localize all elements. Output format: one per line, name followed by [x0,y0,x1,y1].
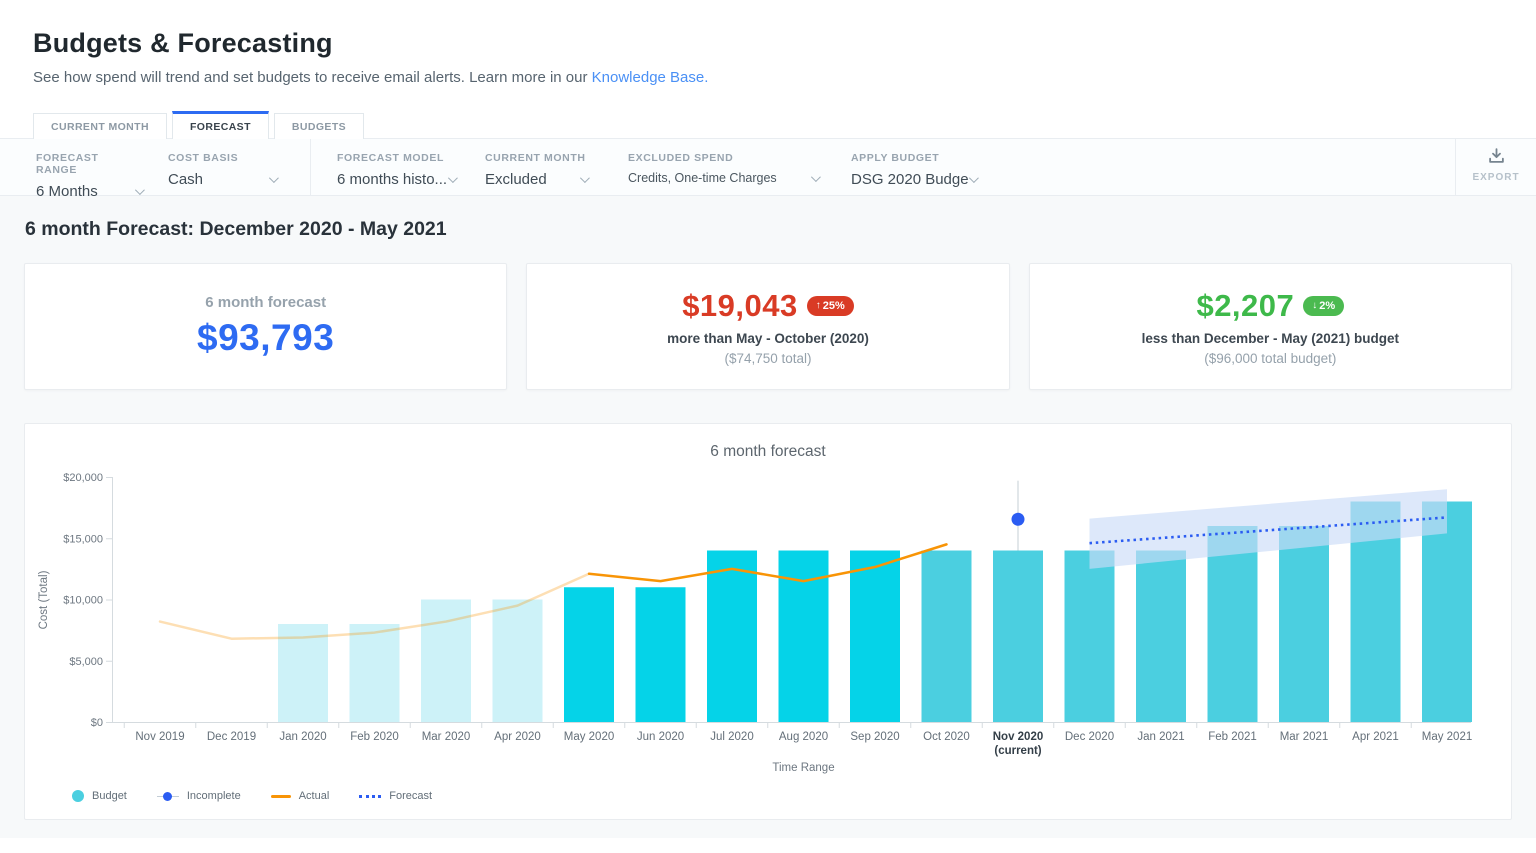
tab-current-month[interactable]: CURRENT MONTH [33,113,167,139]
filter-value: Excluded [485,171,547,188]
forecast-legend-marker [359,794,382,798]
vs-budget-card: $2,207 ↓ 2% less than December - May (202… [1028,263,1512,390]
chevron-down-icon [810,171,821,182]
svg-text:Mar 2020: Mar 2020 [422,731,471,743]
chevron-down-icon [968,173,979,184]
svg-text:(current): (current) [994,745,1041,757]
svg-text:Aug 2020: Aug 2020 [779,731,828,743]
card-description: less than December - May (2021) budget [1141,330,1399,346]
tab-budgets[interactable]: BUDGETS [273,113,365,139]
chevron-down-icon [447,173,458,184]
filter-forecast-model[interactable]: FORECAST MODEL 6 months histo... [337,139,458,188]
svg-text:Jun 2020: Jun 2020 [637,731,684,743]
svg-text:$15,000: $15,000 [63,533,103,545]
filter-value: 6 Months [36,183,98,200]
svg-text:Apr 2021: Apr 2021 [1352,731,1399,743]
svg-text:Dec 2019: Dec 2019 [207,731,256,743]
chevron-down-icon [268,173,279,184]
export-button[interactable]: EXPORT [1470,148,1522,183]
filter-value: Cash [168,171,204,188]
legend-item-actual[interactable]: Actual [270,790,329,802]
page-title: Budgets & Forecasting [33,28,333,58]
chart-legend: Budget Incomplete Actual Forecast [72,790,432,802]
svg-text:Feb 2021: Feb 2021 [1208,731,1257,743]
forecast-chart-panel: 6 month forecast $0 $5,000 $10,000 $15,000 $… [24,423,1512,820]
svg-text:May 2020: May 2020 [564,731,615,743]
chevron-down-icon [134,185,145,196]
arrow-down-icon: ↓ [1312,300,1318,311]
legend-item-forecast[interactable]: Forecast [359,790,432,802]
filter-label: EXCLUDED SPEND [628,152,734,164]
toolbar-divider [1455,139,1456,195]
delta-value: $19,043 [682,287,798,323]
svg-text:Time Range: Time Range [772,762,834,774]
legend-item-budget[interactable]: Budget [72,790,127,802]
svg-text:Nov 2020: Nov 2020 [993,731,1044,743]
incomplete-legend-marker [156,791,179,801]
card-label: 6 month forecast [205,294,327,311]
download-icon [1488,148,1504,163]
filter-excluded-spend[interactable]: EXCLUDED SPEND Credits, One-time Charges [628,139,821,185]
page-header: Budgets & Forecasting See how spend will… [33,28,708,86]
actual-legend-marker [270,794,291,798]
svg-text:Feb 2020: Feb 2020 [350,731,399,743]
svg-text:Nov 2019: Nov 2019 [135,731,184,743]
filter-toolbar: FORECAST RANGE 6 Months COST BASIS Cash … [0,138,1536,200]
filter-label: FORECAST MODEL [337,152,444,164]
tab-forecast[interactable]: FORECAST [171,111,269,139]
knowledge-base-link[interactable]: Knowledge Base. [591,69,709,86]
decrease-badge: ↓ 2% [1303,295,1345,316]
filter-label: COST BASIS [168,152,239,164]
toolbar-divider [310,139,311,195]
forecast-total-card: 6 month forecast $93,793 [24,263,508,390]
filter-value: 6 months histo... [337,171,448,188]
filter-label: FORECAST RANGE [36,152,99,176]
page-subtitle: See how spend will trend and set budgets… [33,69,588,86]
svg-text:Apr 2020: Apr 2020 [494,731,541,743]
svg-text:Sep 2020: Sep 2020 [850,731,899,743]
section-title: 6 month Forecast: December 2020 - May 20… [25,218,447,240]
budget-legend-marker [72,790,84,802]
forecast-total-value: $93,793 [197,317,335,358]
filter-current-month[interactable]: CURRENT MONTH Excluded [485,139,590,188]
svg-text:$0: $0 [91,717,103,729]
svg-text:Dec 2020: Dec 2020 [1065,731,1114,743]
summary-cards: 6 month forecast $93,793 $19,043 ↑ 25% mo… [24,263,1512,390]
legend-item-incomplete[interactable]: Incomplete [156,790,241,802]
svg-text:Cost (Total): Cost (Total) [38,570,50,629]
svg-text:Jul 2020: Jul 2020 [710,731,753,743]
svg-text:$20,000: $20,000 [63,472,103,484]
filter-label: CURRENT MONTH [485,152,586,164]
filter-forecast-range[interactable]: FORECAST RANGE 6 Months [36,139,145,200]
arrow-up-icon: ↑ [815,300,821,311]
filter-label: APPLY BUDGET [851,152,940,164]
svg-text:$10,000: $10,000 [63,595,103,607]
view-tabs: CURRENT MONTH FORECAST BUDGETS [33,111,369,139]
increase-badge: ↑ 25% [806,295,854,316]
svg-text:Mar 2021: Mar 2021 [1280,731,1329,743]
filter-apply-budget[interactable]: APPLY BUDGET DSG 2020 Budge [851,139,979,188]
filter-cost-basis[interactable]: COST BASIS Cash [168,139,279,188]
filter-value: Credits, One-time Charges [628,171,777,185]
card-total: ($96,000 total budget) [1204,350,1337,366]
svg-text:May 2021: May 2021 [1422,731,1473,743]
export-label: EXPORT [1472,172,1520,183]
filter-value: DSG 2020 Budge [851,171,969,188]
forecast-content: 6 month Forecast: December 2020 - May 20… [0,196,1536,838]
chart-title: 6 month forecast [710,443,826,460]
svg-text:$5,000: $5,000 [69,656,103,668]
chevron-down-icon [579,173,590,184]
svg-text:Oct 2020: Oct 2020 [923,731,970,743]
svg-text:Jan 2020: Jan 2020 [279,731,326,743]
forecast-chart: $0 $5,000 $10,000 $15,000 $20,000 Nov 2019 Dec… [38,472,1473,774]
vs-previous-card: $19,043 ↑ 25% more than May - October (20… [526,263,1010,390]
card-total: ($74,750 total) [724,350,812,366]
card-description: more than May - October (2020) [667,330,869,346]
svg-text:Jan 2021: Jan 2021 [1137,731,1184,743]
delta-value: $2,207 [1196,287,1295,323]
